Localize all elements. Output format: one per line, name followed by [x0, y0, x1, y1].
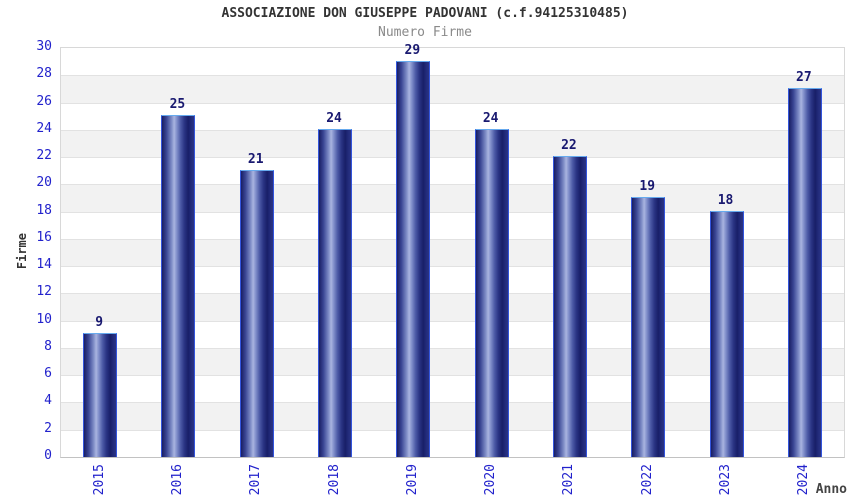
x-tick-label-2024: 2024	[795, 461, 813, 498]
x-axis-title: Anno	[815, 482, 847, 497]
y-tick-label: 24	[36, 120, 52, 136]
bar-value-label: 24	[482, 110, 499, 126]
plot-area	[60, 47, 845, 458]
x-tick-label-text: 2023	[718, 463, 734, 496]
x-tick-label-2020: 2020	[482, 461, 500, 498]
y-tick-label: 6	[44, 366, 52, 382]
x-tick-label-2021: 2021	[560, 461, 578, 498]
bar-value-label: 21	[247, 151, 264, 167]
y-tick-label: 16	[36, 229, 52, 245]
x-tick-label-2017: 2017	[247, 461, 265, 498]
x-tick-label-2016: 2016	[168, 461, 186, 498]
x-tick-label-2019: 2019	[403, 461, 421, 498]
y-tick-label: 4	[44, 393, 52, 409]
x-tick-label-text: 2015	[91, 463, 107, 496]
y-tick-label: 28	[36, 66, 52, 82]
bar-value-label: 18	[717, 192, 734, 208]
y-axis-tick-labels: 30 28 26 24 22 20 18 16 14 12 10 8 6 4 2 0	[0, 40, 52, 463]
bar-2015	[83, 333, 118, 457]
bar-value-label: 9	[95, 315, 104, 331]
grid-band-white	[61, 102, 844, 130]
grid-band-white	[61, 320, 844, 348]
bar-2016	[161, 115, 196, 457]
bar-2020	[474, 128, 509, 457]
y-tick-label: 20	[36, 175, 52, 191]
chart-subtitle: Numero Firme	[378, 25, 472, 40]
bar-2018	[318, 128, 353, 457]
x-tick-label-text: 2017	[248, 463, 264, 496]
x-tick-label-text: 2022	[639, 463, 655, 496]
bar-value-label: 22	[561, 138, 577, 154]
x-tick-label-text: 2021	[561, 463, 577, 496]
grid-band-white	[61, 157, 844, 184]
y-tick-label: 22	[36, 148, 52, 164]
bar-2017	[239, 169, 274, 457]
grid-band-white	[61, 211, 844, 239]
chart-title: ASSOCIAZIONE DON GIUSEPPE PADOVANI (c.f.…	[221, 6, 629, 21]
bar-value-label: 25	[169, 97, 186, 113]
x-tick-label-text: 2024	[796, 463, 812, 496]
y-tick-label: 30	[36, 39, 52, 54]
x-tick-label-text: 2018	[326, 463, 342, 496]
y-tick-label: 2	[44, 420, 52, 436]
x-tick-label-2018: 2018	[325, 461, 343, 498]
x-tick-label-text: 2020	[483, 463, 499, 496]
bar-value-label: 27	[796, 69, 812, 85]
bar-value-label: 19	[639, 178, 656, 194]
bar-2024	[787, 87, 822, 457]
bar-2021	[552, 156, 587, 457]
x-tick-label-2015: 2015	[90, 461, 108, 498]
x-tick-label-text: 2016	[169, 463, 185, 496]
x-tick-label-2023: 2023	[717, 461, 735, 498]
y-tick-label: 18	[36, 202, 52, 218]
grid-band-white	[61, 48, 844, 75]
grid-band-white	[61, 375, 844, 402]
y-tick-label: 0	[44, 448, 52, 463]
grid-band-white	[61, 266, 844, 293]
bar-value-label: 29	[404, 42, 421, 58]
bar-2019	[396, 60, 431, 457]
x-tick-label-text: 2019	[404, 463, 420, 496]
x-tick-label-2022: 2022	[638, 461, 656, 498]
bar-value-label: 24	[326, 110, 342, 126]
y-tick-label: 26	[36, 93, 52, 109]
y-tick-label: 10	[36, 311, 52, 327]
y-tick-label: 8	[44, 338, 52, 354]
bar-2022	[631, 196, 666, 457]
y-tick-label: 12	[36, 284, 52, 300]
bar-2023	[709, 210, 744, 457]
y-tick-label: 14	[36, 257, 52, 273]
grid-band-white	[61, 429, 844, 457]
grid-band-gray	[61, 75, 844, 103]
